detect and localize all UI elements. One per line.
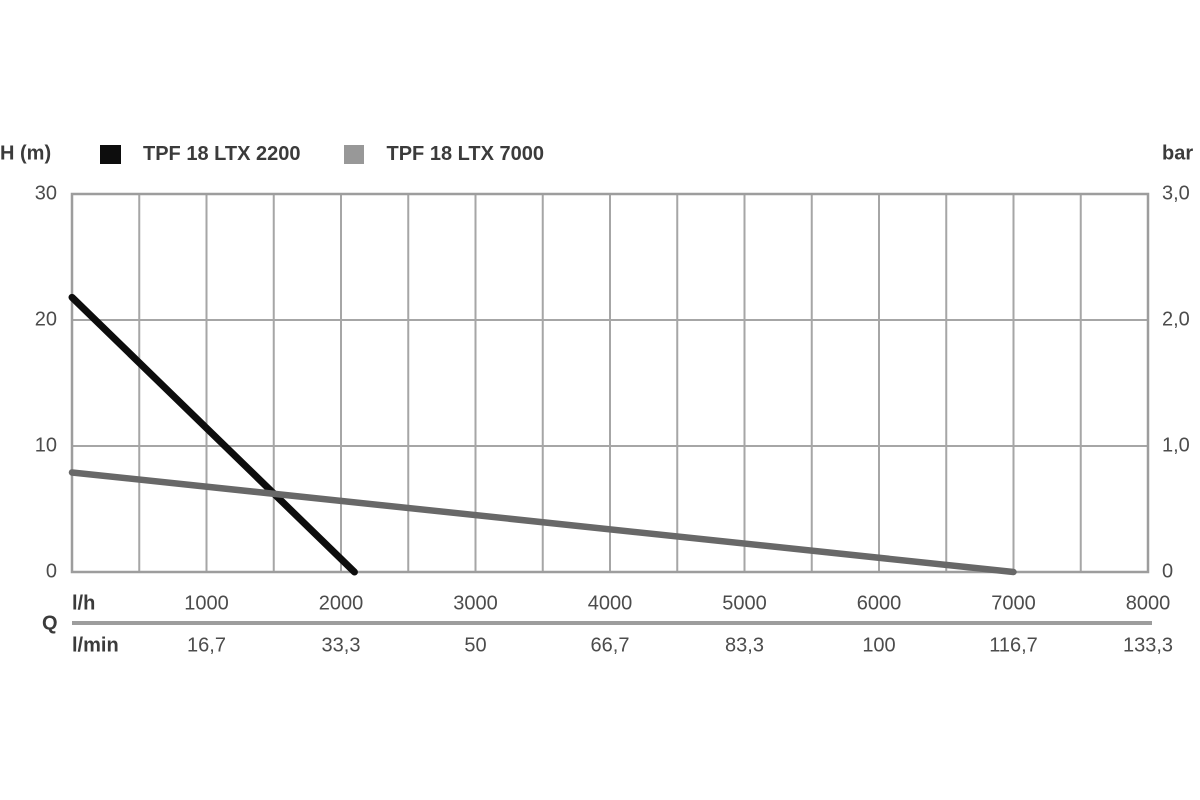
legend-label-tpf-2200: TPF 18 LTX 2200 bbox=[143, 142, 301, 165]
x-tick-lh: 6000 bbox=[856, 592, 902, 615]
x-tick-lh: 2000 bbox=[318, 592, 364, 615]
legend-swatch-tpf-7000 bbox=[344, 144, 365, 164]
y-axis-right-ticks: 3,0 2,0 1,0 0 bbox=[1162, 0, 1200, 800]
x-tick-lh: 1000 bbox=[184, 592, 229, 615]
x-tick-lh: 3000 bbox=[453, 592, 498, 615]
y-left-tick: 20 bbox=[34, 308, 57, 331]
left-axis-title: H (m) bbox=[0, 142, 52, 165]
x-tick-lmin: 100 bbox=[862, 634, 896, 657]
right-axis-title: bar bbox=[1162, 142, 1194, 165]
y-left-tick: 10 bbox=[34, 434, 57, 457]
x-unit-lh: l/h bbox=[72, 592, 96, 615]
x-unit-lmin: l/min bbox=[72, 634, 119, 657]
x-tick-lmin: 50 bbox=[464, 634, 487, 657]
x-tick-lh: 8000 bbox=[1125, 592, 1171, 615]
y-left-tick: 30 bbox=[34, 182, 57, 205]
legend-label-tpf-7000: TPF 18 LTX 7000 bbox=[386, 142, 544, 165]
legend-swatch-tpf-2200 bbox=[100, 144, 121, 164]
x-tick-lmin: 116,7 bbox=[989, 634, 1038, 657]
legend: TPF 18 LTX 2200 TPF 18 LTX 7000 bbox=[100, 143, 544, 165]
y-right-tick: 2,0 bbox=[1162, 308, 1190, 331]
series-line-0 bbox=[68, 293, 358, 576]
x-tick-lmin: 83,3 bbox=[725, 634, 764, 657]
x-tick-lh: 4000 bbox=[587, 592, 633, 615]
x-tick-lh: 5000 bbox=[722, 592, 767, 615]
flow-quantity-symbol: Q bbox=[42, 612, 58, 635]
y-axis-left-ticks: 30 20 10 0 bbox=[0, 0, 57, 800]
x-tick-lmin: 16,7 bbox=[187, 634, 226, 657]
y-right-tick: 3,0 bbox=[1162, 182, 1190, 205]
y-right-tick: 1,0 bbox=[1162, 434, 1190, 457]
y-right-tick: 0 bbox=[1162, 560, 1174, 583]
x-tick-lmin: 133,3 bbox=[1122, 634, 1174, 657]
x-tick-lmin: 66,7 bbox=[590, 634, 630, 657]
x-tick-lmin: 33,3 bbox=[321, 634, 361, 657]
y-left-tick: 0 bbox=[45, 560, 57, 583]
series-line-1 bbox=[68, 469, 1017, 576]
x-tick-lh: 7000 bbox=[991, 592, 1036, 615]
x-table-divider bbox=[72, 621, 1152, 625]
plot-border bbox=[70, 192, 1150, 574]
